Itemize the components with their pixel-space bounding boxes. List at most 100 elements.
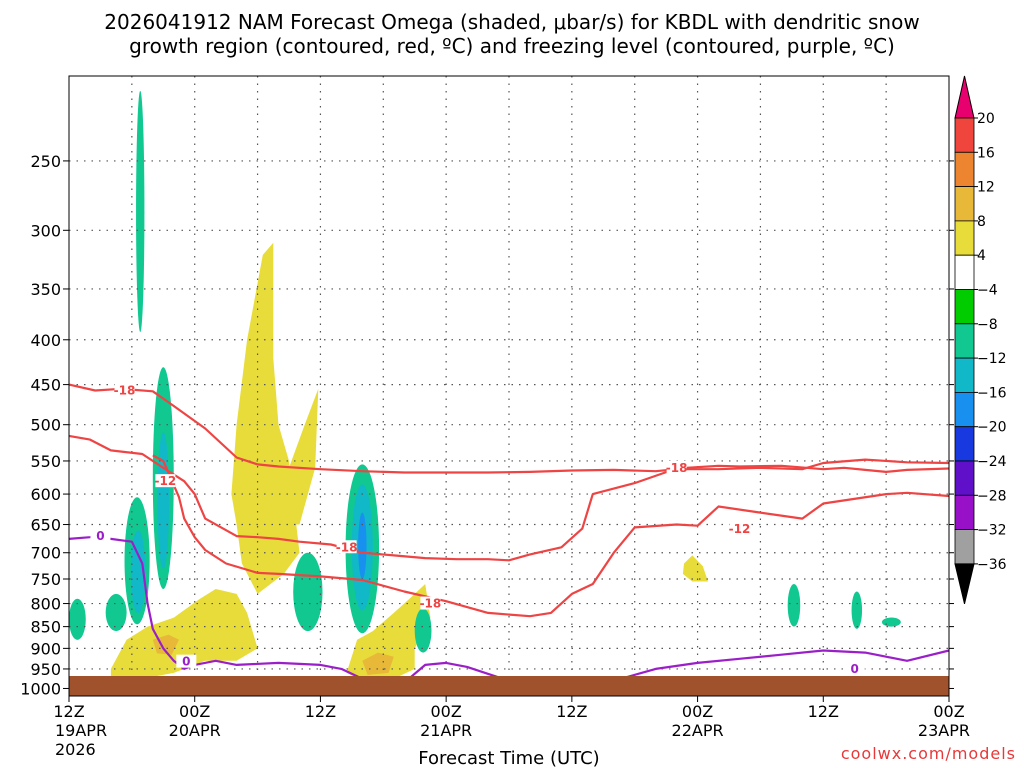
omega-negative-region — [157, 432, 170, 569]
contour-label-background — [114, 383, 135, 397]
contour-label-background — [666, 460, 687, 474]
colorbar-label: −36 — [977, 557, 1007, 573]
y-tick-label: 300 — [30, 221, 61, 240]
omega-negative-region — [851, 591, 863, 629]
contour-label-background — [420, 596, 441, 610]
contour-label: -12 — [155, 474, 177, 488]
colorbar-label: 8 — [977, 214, 986, 230]
omega-negative-region — [358, 512, 367, 579]
y-tick-label: 1000 — [20, 679, 61, 698]
y-tick-label: 400 — [30, 331, 61, 350]
omega-negative-region — [414, 608, 432, 653]
colorbar-label: −12 — [977, 351, 1007, 367]
dendritic-contour-line — [68, 383, 950, 474]
contour-label: 0 — [96, 529, 104, 543]
y-tick-label: 600 — [30, 485, 61, 504]
y-tick-label: 700 — [30, 544, 61, 563]
contour-label-background — [155, 474, 176, 488]
ground-terrain — [69, 676, 949, 696]
colorbar-label: 16 — [977, 145, 995, 161]
contour-label-background — [729, 522, 750, 536]
x-tick-label: 00Z — [933, 702, 964, 721]
plot-area: -18 -12 -18 -18 -12 -18 0 0 0 — [68, 75, 950, 697]
x-tick-label: 12Z — [556, 702, 587, 721]
contour-label: -18 — [420, 597, 442, 611]
x-tick-label: 00Z — [682, 702, 713, 721]
y-tick-label: 900 — [30, 639, 61, 658]
x-tick-label: 20APR — [169, 721, 221, 740]
omega-negative-region — [881, 617, 901, 627]
colorbar-label: 20 — [977, 111, 995, 127]
contour-label-background — [844, 661, 865, 675]
y-tick-label: 500 — [30, 416, 61, 435]
omega-positive-region — [346, 584, 431, 681]
colorbar-label: −28 — [977, 488, 1007, 504]
contour-label: -12 — [729, 522, 751, 536]
contour-label: 0 — [182, 655, 190, 669]
omega-positive-region — [231, 242, 300, 594]
x-tick-label: 22APR — [672, 721, 724, 740]
colorbar-segment — [954, 357, 975, 393]
y-tick-label: 950 — [30, 660, 61, 679]
y-tick-label: 550 — [30, 452, 61, 471]
colorbar-label: −32 — [977, 523, 1007, 539]
y-axis-ticks: 250 300 350 400 450 500 550 600 650 700 750 800 850 9… — [20, 152, 954, 698]
colorbar: 20 16 12 8 4 −4 −8 −12 −16 −20 −24 −28 −32 −36 — [954, 75, 1007, 605]
y-tick-label: 850 — [30, 618, 61, 637]
x-tick-label: 23APR — [918, 721, 970, 740]
omega-negative-region — [69, 598, 86, 640]
colorbar-label: −20 — [977, 420, 1007, 436]
omega-negative-region — [787, 584, 801, 627]
colorbar-segment — [954, 323, 975, 359]
x-axis-title: Forecast Time (UTC) — [418, 748, 599, 768]
x-tick-label: 2026 — [55, 740, 96, 759]
x-tick-label: 19APR — [55, 721, 107, 740]
x-tick-label: 12Z — [53, 702, 84, 721]
colorbar-segment — [954, 391, 975, 428]
colorbar-segment — [954, 529, 975, 565]
omega-negative-region — [136, 90, 145, 333]
colorbar-label: 4 — [977, 248, 986, 264]
x-tick-label: 21APR — [420, 721, 472, 740]
y-tick-label: 450 — [30, 376, 61, 395]
colorbar-segment — [954, 117, 975, 153]
x-tick-label: 00Z — [430, 702, 461, 721]
y-tick-label: 650 — [30, 516, 61, 535]
omega-positive-region — [289, 388, 319, 525]
chart-title-line1: 2026041912 NAM Forecast Omega (shaded, μ… — [104, 10, 919, 34]
contour-label-background — [90, 529, 111, 543]
x-tick-label: 12Z — [305, 702, 336, 721]
contour-label: 0 — [851, 662, 859, 676]
colorbar-label: 12 — [977, 180, 995, 196]
colorbar-label: −4 — [977, 283, 998, 299]
chart-title-line2: growth region (contoured, red, ºC) and f… — [129, 34, 895, 58]
contour-label-background — [336, 540, 357, 554]
y-tick-label: 750 — [30, 570, 61, 589]
omega-negative-region — [293, 552, 323, 632]
contour-label: -18 — [114, 383, 136, 397]
y-tick-label: 800 — [30, 595, 61, 614]
y-tick-label: 250 — [30, 152, 61, 171]
colorbar-segment — [954, 289, 975, 325]
colorbar-segment — [954, 460, 975, 496]
colorbar-segment — [954, 220, 975, 256]
omega-positive-region — [110, 589, 258, 679]
omega-negative-region — [105, 593, 127, 632]
colorbar-top-arrow — [954, 75, 975, 119]
x-tick-label: 12Z — [808, 702, 839, 721]
colorbar-bottom-arrow — [954, 563, 975, 605]
colorbar-label: −24 — [977, 454, 1007, 470]
colorbar-segment — [954, 426, 975, 462]
contour-label: -18 — [666, 461, 688, 475]
omega-shading — [69, 90, 901, 681]
colorbar-segment — [954, 151, 975, 188]
x-tick-label: 00Z — [179, 702, 210, 721]
credit-text: coolwx.com/models — [841, 744, 1016, 763]
omega-positive-region — [682, 555, 708, 582]
y-tick-label: 350 — [30, 280, 61, 299]
omega-negative-region — [130, 530, 146, 613]
colorbar-segment — [954, 494, 975, 530]
contour-label-background — [176, 654, 197, 668]
